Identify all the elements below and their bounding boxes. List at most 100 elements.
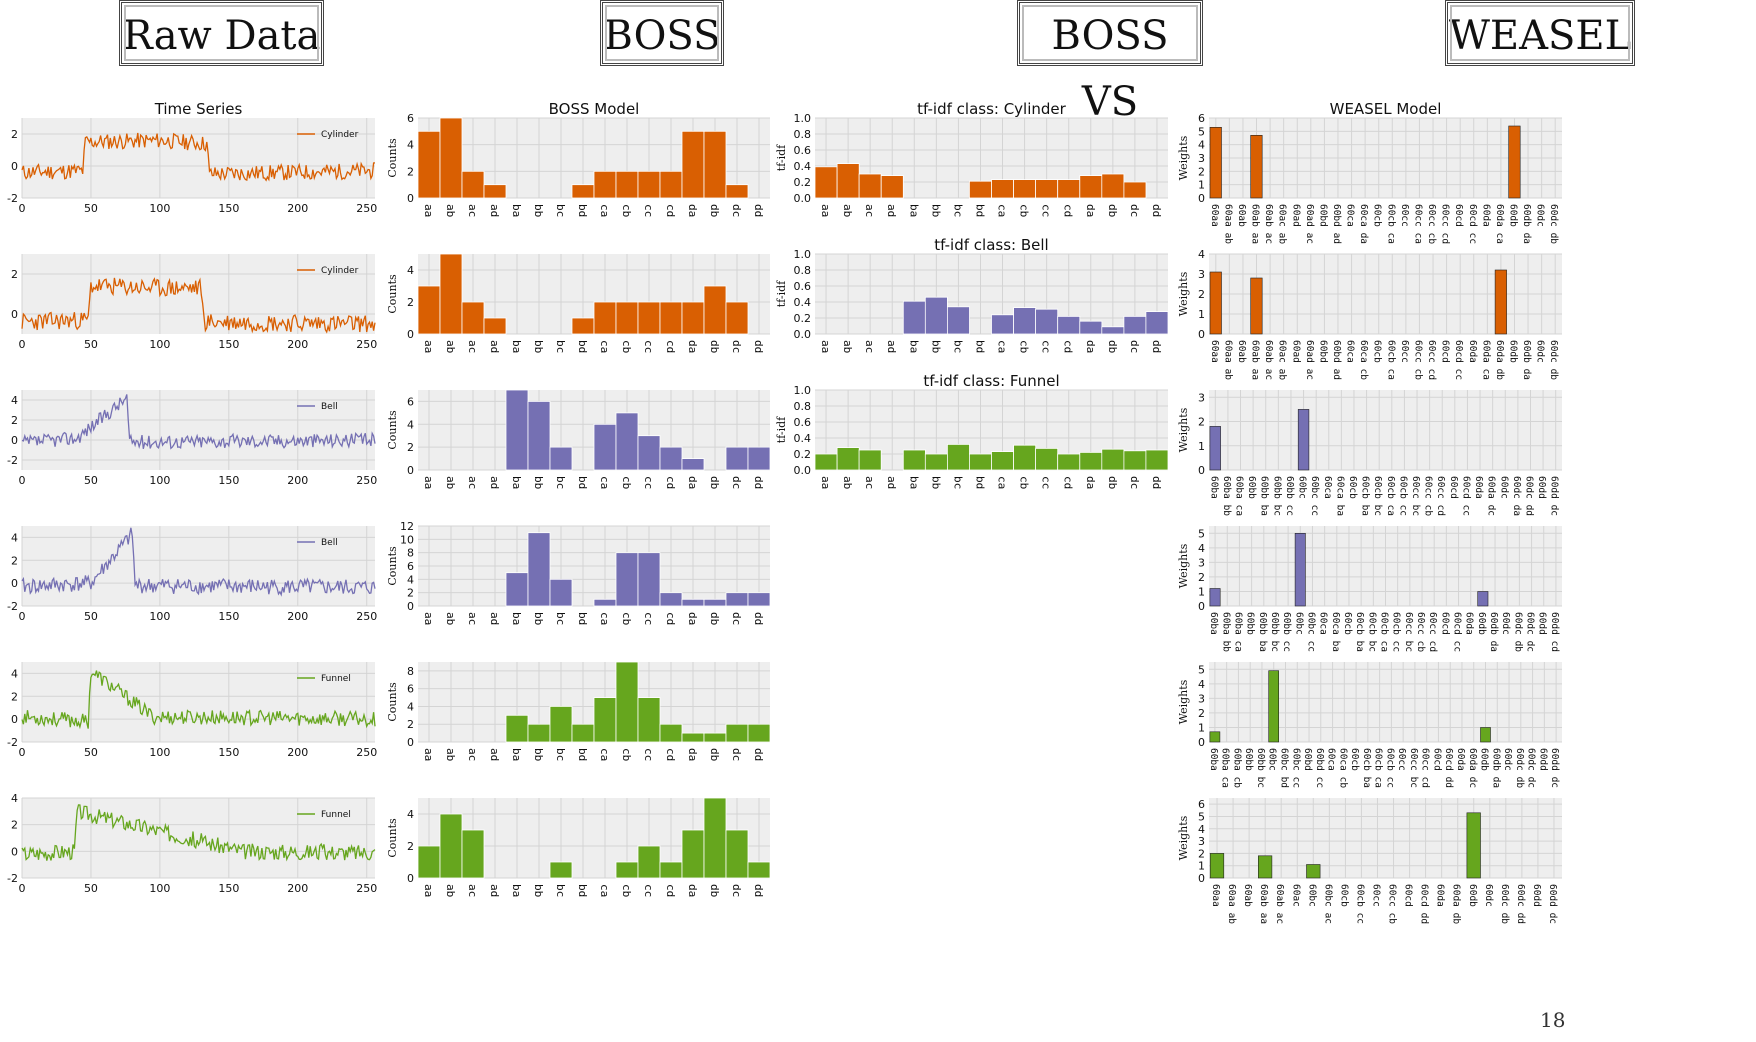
x-tick-label: bd bbox=[576, 476, 589, 489]
x-tick-label: cc bbox=[642, 204, 655, 217]
x-tick-label: 200 bbox=[287, 746, 308, 759]
x-tick-label: 60da ca bbox=[1494, 204, 1505, 244]
x-tick-label: db bbox=[708, 340, 721, 353]
x-tick-label: 50 bbox=[84, 202, 98, 215]
x-tick-label: 60dd dc bbox=[1547, 884, 1558, 924]
bar bbox=[703, 130, 727, 199]
series-line bbox=[21, 132, 376, 182]
x-tick-label: ca bbox=[598, 476, 611, 489]
x-tick-label: cd bbox=[1062, 340, 1075, 353]
x-tick-label: da bbox=[1084, 476, 1097, 489]
x-tick-label: 60cc cd bbox=[1440, 204, 1451, 244]
x-tick-label: 60ab ac bbox=[1274, 884, 1285, 924]
bar bbox=[880, 175, 904, 199]
x-tick-label: da bbox=[686, 748, 699, 761]
x-tick-label: bc bbox=[554, 340, 567, 353]
x-tick-label: 60cd bbox=[1431, 748, 1442, 771]
x-tick-label: ba bbox=[510, 884, 523, 897]
x-tick-label: bc bbox=[951, 476, 964, 489]
x-tick-label: db bbox=[1106, 340, 1119, 353]
x-tick-label: ac bbox=[466, 612, 479, 625]
bar bbox=[747, 723, 771, 743]
y-tick-label: 8 bbox=[407, 547, 414, 560]
y-tick-label: 6 bbox=[407, 112, 414, 125]
bar bbox=[571, 723, 595, 743]
bar bbox=[703, 732, 727, 743]
y-tick-label: 0 bbox=[1198, 464, 1205, 477]
x-tick-label: 60cb bbox=[1372, 340, 1383, 363]
x-tick-label: 60dc db bbox=[1548, 204, 1559, 244]
bar bbox=[991, 314, 1015, 335]
x-tick-label: 60cc cb bbox=[1423, 476, 1434, 516]
x-tick-label: cd bbox=[664, 476, 677, 489]
y-tick-label: 4 bbox=[11, 792, 18, 805]
x-tick-label: 60ad ac bbox=[1304, 204, 1315, 244]
bar bbox=[1145, 449, 1169, 471]
bar bbox=[1013, 444, 1037, 471]
x-tick-label: cc bbox=[1040, 476, 1053, 489]
bar bbox=[1035, 308, 1059, 335]
y-tick-label: 0 bbox=[407, 736, 414, 749]
y-tick-label: 0.0 bbox=[794, 328, 812, 341]
x-tick-label: 200 bbox=[287, 338, 308, 351]
bar bbox=[725, 829, 749, 879]
boss-bar-chart: 0 2 4 aa ab ac ad ba bb bc bd ca cb cc cd da db dc dd Count… bbox=[386, 253, 770, 353]
x-tick-label: 250 bbox=[356, 338, 377, 351]
y-tick-label: 2 bbox=[407, 296, 414, 309]
y-tick-label: 3 bbox=[1198, 692, 1205, 705]
page-number: 18 bbox=[1540, 1008, 1566, 1032]
y-tick-label: 4 bbox=[407, 139, 414, 152]
x-tick-label: bc bbox=[554, 748, 567, 761]
x-tick-label: 50 bbox=[84, 338, 98, 351]
y-tick-label: -2 bbox=[7, 192, 18, 205]
x-tick-label: bd bbox=[576, 748, 589, 761]
x-tick-label: 60cd dd bbox=[1419, 884, 1430, 924]
x-tick-label: 60cc cb bbox=[1387, 884, 1398, 924]
x-tick-label: dd bbox=[752, 612, 765, 625]
x-tick-label: 60dc da bbox=[1511, 476, 1522, 516]
x-tick-label: 60bb cc bbox=[1284, 476, 1295, 516]
bar bbox=[1035, 179, 1059, 199]
bar bbox=[814, 166, 838, 199]
x-tick-label: 250 bbox=[356, 610, 377, 623]
bar bbox=[991, 179, 1015, 199]
y-tick-label: 4 bbox=[11, 394, 18, 407]
bar bbox=[659, 170, 683, 199]
x-tick-label: 60cb cc bbox=[1384, 748, 1395, 788]
x-tick-label: cc bbox=[642, 748, 655, 761]
chart-title: Time Series bbox=[154, 100, 243, 118]
bar bbox=[593, 598, 617, 607]
x-tick-label: 60dc bbox=[1502, 748, 1513, 771]
bar bbox=[1250, 277, 1263, 335]
y-tick-label: 0.4 bbox=[794, 296, 812, 309]
x-tick-label: 60cc cd bbox=[1426, 340, 1437, 380]
x-tick-label: ab bbox=[444, 884, 457, 897]
bar bbox=[439, 253, 463, 335]
x-tick-label: da bbox=[686, 340, 699, 353]
y-axis-label: Weights bbox=[1177, 679, 1190, 724]
x-tick-label: aa bbox=[422, 204, 435, 217]
bar bbox=[659, 592, 683, 607]
x-tick-label: ab bbox=[444, 748, 457, 761]
bar bbox=[947, 443, 970, 471]
plot-area bbox=[1209, 390, 1562, 470]
x-tick-label: 60da db bbox=[1451, 884, 1462, 924]
x-tick-label: ad bbox=[488, 612, 501, 625]
y-tick-label: 0 bbox=[11, 308, 18, 321]
bar bbox=[417, 285, 441, 335]
y-tick-label: 2 bbox=[1198, 847, 1205, 860]
bar bbox=[836, 447, 860, 471]
x-tick-label: dd bbox=[1150, 340, 1163, 353]
x-tick-label: cd bbox=[664, 748, 677, 761]
x-tick-label: 60ca bbox=[1322, 476, 1333, 499]
y-tick-label: 6 bbox=[1198, 798, 1205, 811]
x-tick-label: 150 bbox=[218, 202, 239, 215]
x-tick-label: 60cb bc bbox=[1366, 612, 1377, 652]
x-tick-label: 60cc bc bbox=[1403, 612, 1414, 652]
x-tick-label: 150 bbox=[218, 882, 239, 895]
x-tick-label: 60cd cc bbox=[1453, 340, 1464, 380]
x-tick-label: 60da bbox=[1464, 612, 1475, 635]
x-tick-label: 60cc ca bbox=[1412, 204, 1423, 244]
bar bbox=[947, 306, 970, 335]
